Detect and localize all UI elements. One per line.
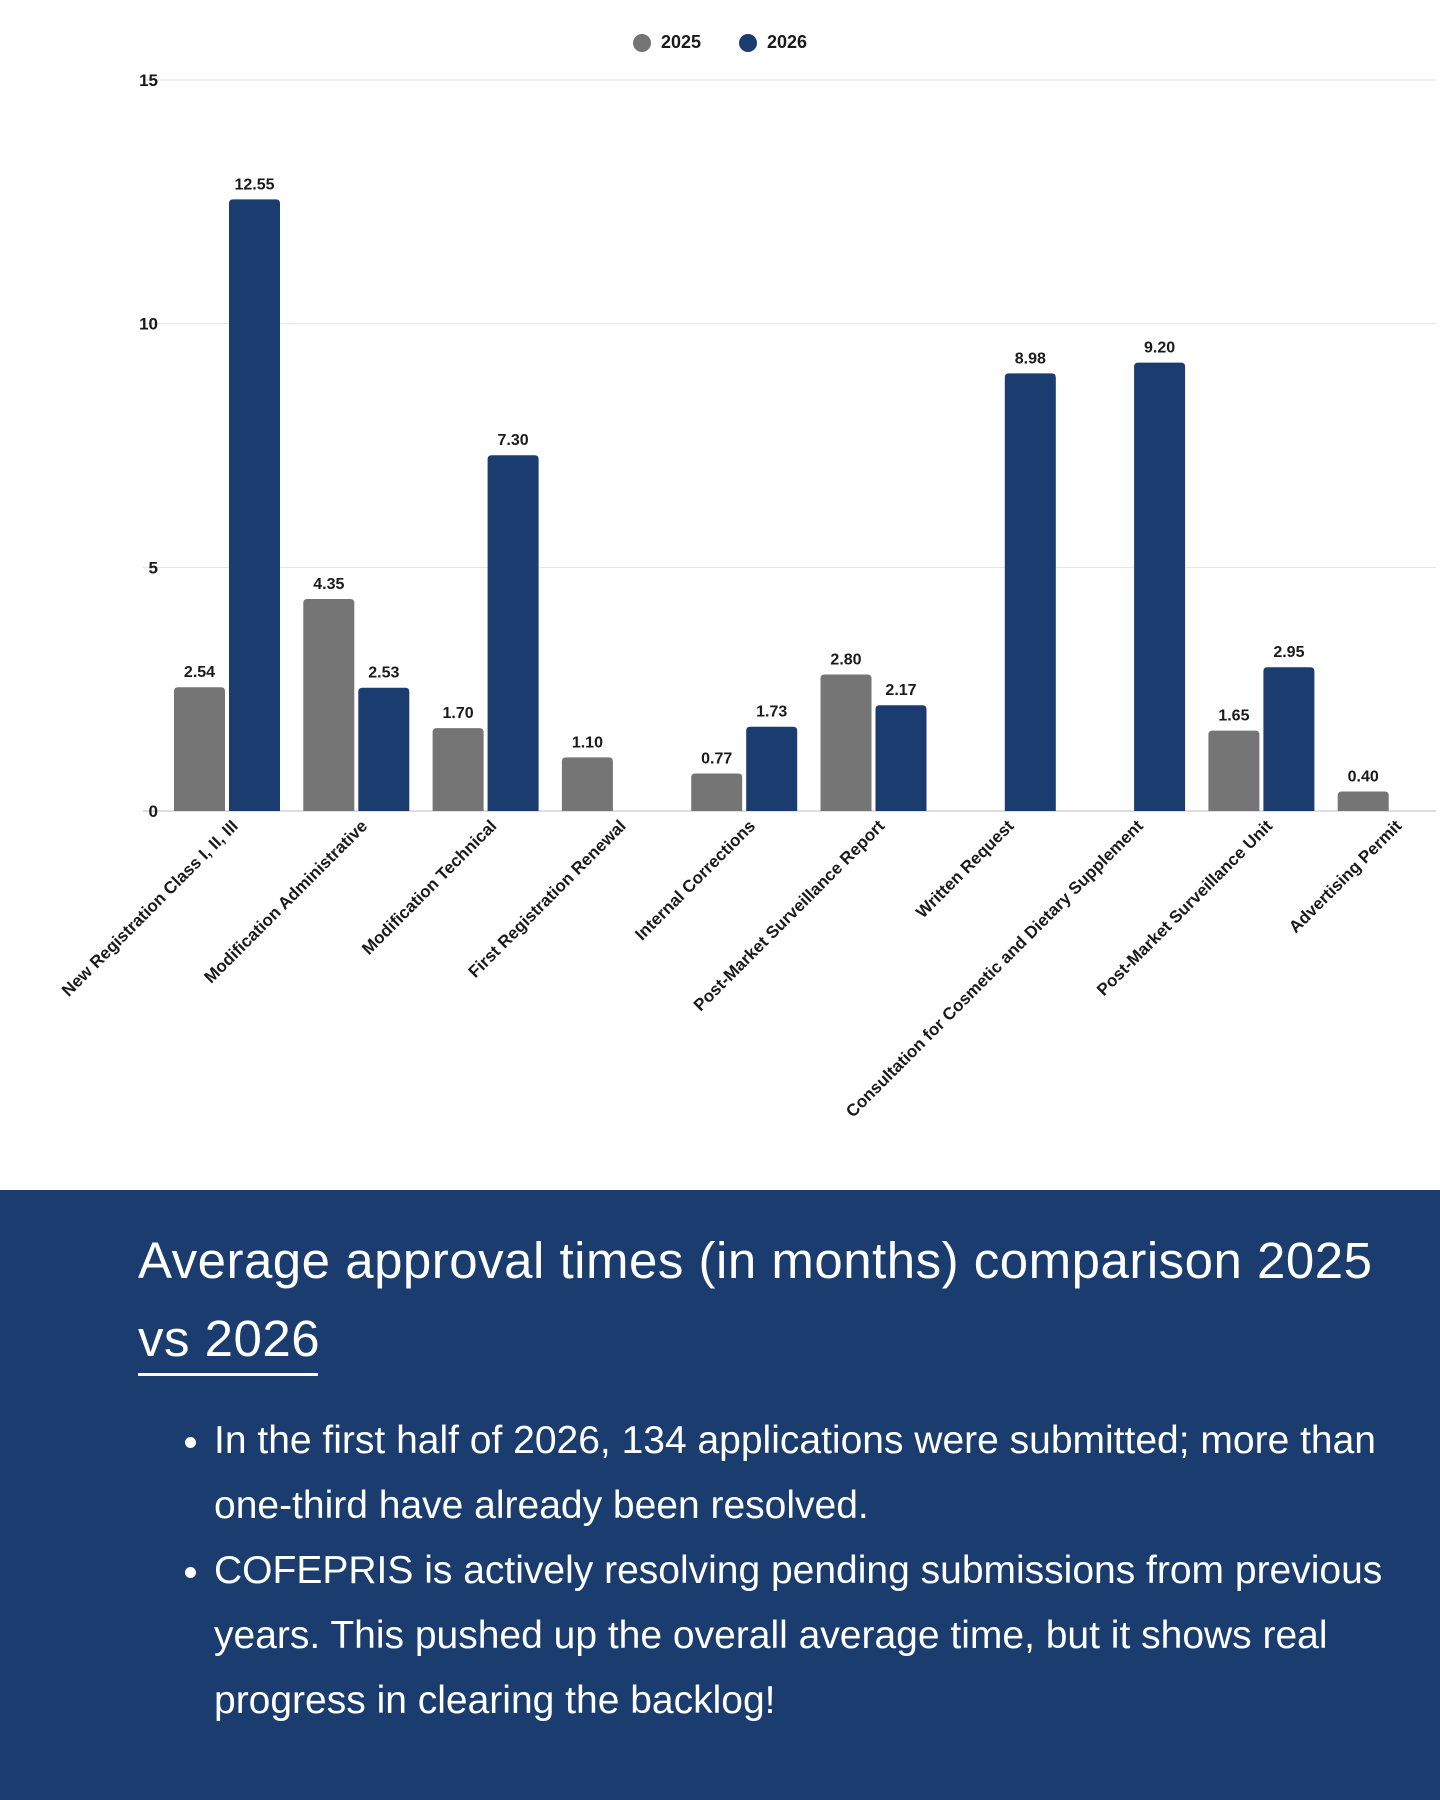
data-label: 12.55 — [234, 176, 274, 193]
bar-2025 — [303, 599, 355, 811]
x-tick-label: First Registration Renewal — [465, 816, 630, 981]
bar-2026 — [875, 705, 927, 811]
info-panel: Average approval times (in months) compa… — [0, 1190, 1440, 1800]
data-label: 2.53 — [368, 665, 399, 682]
data-label: 4.35 — [313, 576, 344, 593]
legend-label-2026: 2026 — [767, 32, 808, 52]
data-label: 8.98 — [1015, 350, 1046, 367]
data-label: 7.30 — [498, 432, 529, 449]
bar-2025 — [432, 728, 484, 811]
data-label: 0.77 — [701, 750, 732, 767]
legend-swatch-2025 — [632, 33, 651, 52]
data-label: 2.95 — [1273, 644, 1304, 661]
bar-2026 — [229, 199, 280, 811]
bar-2025 — [820, 674, 872, 811]
bar-2026 — [487, 455, 539, 811]
bullet-item: COFEPRIS is actively resolving pending s… — [214, 1538, 1434, 1733]
bullet-list: In the first half of 2026, 134 applicati… — [180, 1408, 1434, 1733]
x-tick-label: Internal Corrections — [631, 816, 759, 944]
data-label: 1.65 — [1218, 708, 1249, 725]
chart-area: 2025 2026 0 5 10 15 2.54 12.55 New Registratio… — [0, 32, 1440, 1121]
bar-2025 — [1208, 730, 1260, 811]
bar-2025 — [1337, 791, 1389, 811]
data-label: 1.10 — [572, 734, 603, 751]
data-label: 9.20 — [1144, 340, 1175, 357]
bar-2025 — [561, 757, 613, 811]
legend-item-2025: 2025 — [632, 32, 701, 53]
data-label: 2.80 — [830, 652, 861, 669]
data-label: 1.70 — [443, 705, 474, 722]
x-tick-label: Written Request — [912, 816, 1018, 922]
panel-title: Average approval times (in months) compa… — [138, 1232, 1373, 1367]
x-tick-label: Advertising Permit — [1285, 816, 1406, 937]
legend-swatch-2026 — [739, 33, 757, 52]
bar-2026 — [358, 687, 410, 811]
data-label: 2.17 — [885, 682, 916, 699]
chart-legend: 2025 2026 — [0, 32, 1440, 53]
legend-item-2026: 2026 — [739, 32, 807, 53]
y-tick-label: 0 — [149, 802, 158, 821]
legend-label-2025: 2025 — [660, 32, 701, 52]
bar-2026 — [1004, 373, 1056, 811]
y-tick-label: 15 — [139, 71, 158, 90]
data-label: 0.40 — [1348, 769, 1379, 786]
x-tick-label: Consultation for Cosmetic and Dietary Su… — [842, 816, 1147, 1121]
bar-2025 — [691, 773, 743, 811]
title-underline — [138, 1373, 318, 1376]
x-tick-label: Modification Technical — [358, 816, 500, 958]
bullet-item: In the first half of 2026, 134 applicati… — [214, 1408, 1434, 1538]
data-label: 1.73 — [756, 704, 787, 721]
bar-2026 — [746, 726, 798, 811]
bar-2025 — [174, 687, 225, 811]
data-label: 2.54 — [184, 664, 215, 681]
y-tick-label: 5 — [149, 558, 158, 577]
bar-2026 — [1263, 667, 1315, 811]
bar-2026 — [1134, 362, 1186, 811]
y-tick-label: 10 — [139, 315, 158, 334]
